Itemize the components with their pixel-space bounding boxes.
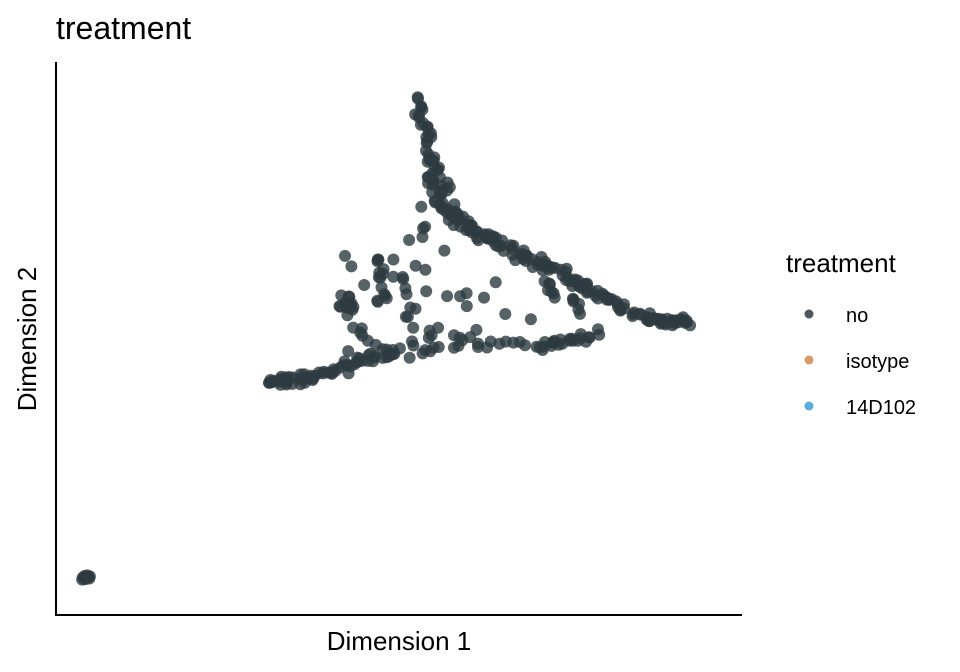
chart-title: treatment — [56, 10, 191, 46]
x-axis-label: Dimension 1 — [327, 626, 472, 656]
legend-entries: no isotype 14D102 — [804, 305, 916, 419]
data-point-no — [387, 270, 400, 283]
data-point-no — [489, 276, 502, 289]
data-point-no — [448, 341, 460, 354]
data-point-no — [406, 335, 418, 348]
data-point-no — [347, 301, 360, 313]
data-point-no — [472, 341, 484, 353]
data-point-no — [372, 253, 385, 266]
data-point-no — [460, 300, 473, 313]
legend-key-no — [804, 309, 814, 319]
data-point-no — [548, 291, 561, 304]
data-point-no — [536, 264, 549, 277]
data-point-no — [342, 345, 355, 358]
data-point-no — [348, 358, 361, 371]
legend: treatment no isotype 14D102 — [786, 248, 916, 419]
points-layer — [76, 91, 697, 586]
data-point-no — [478, 291, 490, 304]
data-point-no — [83, 572, 96, 585]
data-point-no — [499, 308, 512, 320]
legend-key-14d102 — [804, 401, 814, 411]
data-point-no — [403, 351, 416, 364]
data-point-no — [388, 347, 401, 360]
data-point-no — [419, 263, 432, 276]
data-point-no — [642, 311, 655, 324]
data-point-no — [425, 329, 438, 342]
legend-label-isotype: isotype — [846, 351, 909, 373]
data-point-no — [377, 263, 390, 276]
data-point-no — [339, 249, 351, 262]
data-point-no — [470, 323, 483, 336]
data-point-no — [419, 220, 432, 233]
data-point-no — [416, 347, 429, 360]
data-point-no — [409, 302, 422, 315]
data-point-no — [380, 292, 393, 305]
legend-label-no: no — [846, 305, 868, 327]
data-point-no — [427, 173, 439, 186]
data-point-no — [507, 239, 520, 252]
data-point-no — [448, 329, 460, 342]
data-point-no — [420, 285, 433, 298]
data-point-no — [441, 290, 454, 303]
data-point-no — [396, 271, 409, 283]
data-point-no — [524, 313, 537, 326]
data-point-no — [415, 200, 428, 213]
data-point-no — [481, 341, 494, 354]
data-point-no — [403, 234, 416, 246]
data-point-no — [358, 279, 371, 291]
data-point-no — [416, 231, 429, 243]
data-point-no — [407, 321, 420, 334]
data-point-no — [371, 294, 384, 307]
data-point-no — [429, 196, 442, 209]
data-point-no — [618, 302, 630, 315]
data-point-no — [680, 314, 693, 327]
data-point-no — [409, 259, 422, 272]
data-point-no — [460, 287, 473, 300]
data-point-no — [263, 376, 276, 389]
data-point-no — [537, 340, 550, 353]
legend-title: treatment — [786, 248, 897, 278]
data-point-no — [400, 288, 413, 301]
data-point-no — [399, 310, 412, 323]
legend-label-14d102: 14D102 — [846, 397, 916, 419]
data-point-no — [572, 303, 585, 316]
data-point-no — [520, 249, 533, 262]
data-point-no — [345, 260, 358, 273]
y-axis-label: Dimension 2 — [12, 267, 42, 412]
data-point-no — [593, 328, 606, 341]
data-point-no — [438, 244, 451, 257]
data-point-no — [387, 253, 400, 266]
legend-key-isotype — [804, 355, 814, 365]
